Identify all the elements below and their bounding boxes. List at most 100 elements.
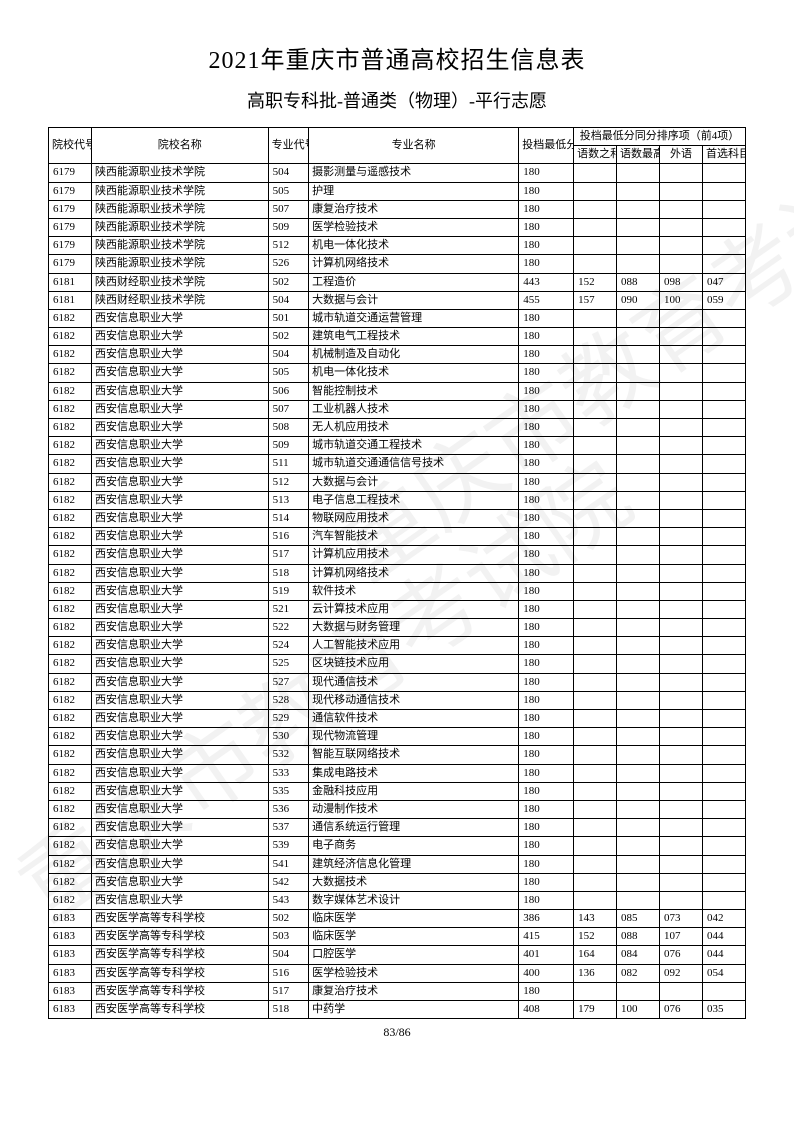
- cell-min-score: 180: [519, 582, 574, 600]
- cell-school-name: 陕西能源职业技术学院: [91, 237, 268, 255]
- cell-s1: [574, 509, 617, 527]
- cell-s1: [574, 164, 617, 182]
- cell-s4: [702, 800, 745, 818]
- cell-major-name: 动漫制作技术: [309, 800, 519, 818]
- cell-major-name: 临床医学: [309, 910, 519, 928]
- cell-school-code: 6179: [49, 182, 92, 200]
- cell-major-code: 525: [268, 655, 309, 673]
- table-body: 6179陕西能源职业技术学院504摄影测量与遥感技术1806179陕西能源职业技…: [49, 164, 746, 1019]
- cell-min-score: 180: [519, 455, 574, 473]
- cell-s3: [660, 346, 703, 364]
- cell-school-name: 西安信息职业大学: [91, 528, 268, 546]
- table-row: 6183西安医学高等专科学校518中药学408179100076035: [49, 1001, 746, 1019]
- cell-s2: [617, 600, 660, 618]
- cell-s3: [660, 891, 703, 909]
- cell-school-code: 6182: [49, 637, 92, 655]
- table-row: 6182西安信息职业大学506智能控制技术180: [49, 382, 746, 400]
- cell-major-code: 506: [268, 382, 309, 400]
- cell-s3: [660, 164, 703, 182]
- cell-s4: 044: [702, 946, 745, 964]
- cell-min-score: 386: [519, 910, 574, 928]
- th-sort-group: 投档最低分同分排序项（前4项）: [574, 128, 746, 146]
- cell-school-name: 西安信息职业大学: [91, 400, 268, 418]
- cell-school-name: 西安信息职业大学: [91, 364, 268, 382]
- cell-school-name: 西安信息职业大学: [91, 673, 268, 691]
- table-row: 6182西安信息职业大学518计算机网络技术180: [49, 564, 746, 582]
- cell-major-code: 519: [268, 582, 309, 600]
- cell-s4: [702, 764, 745, 782]
- cell-s3: [660, 528, 703, 546]
- cell-school-code: 6183: [49, 946, 92, 964]
- cell-s2: [617, 655, 660, 673]
- cell-s2: 082: [617, 964, 660, 982]
- cell-major-name: 汽车智能技术: [309, 528, 519, 546]
- cell-school-name: 西安信息职业大学: [91, 691, 268, 709]
- cell-school-code: 6179: [49, 218, 92, 236]
- cell-s4: [702, 218, 745, 236]
- cell-s1: [574, 437, 617, 455]
- cell-s1: [574, 419, 617, 437]
- cell-s1: [574, 491, 617, 509]
- cell-s2: [617, 309, 660, 327]
- cell-min-score: 180: [519, 182, 574, 200]
- cell-s4: [702, 200, 745, 218]
- cell-major-name: 城市轨道交通工程技术: [309, 437, 519, 455]
- cell-min-score: 180: [519, 855, 574, 873]
- cell-school-code: 6182: [49, 328, 92, 346]
- cell-major-name: 智能互联网络技术: [309, 746, 519, 764]
- cell-s4: [702, 600, 745, 618]
- cell-school-name: 西安信息职业大学: [91, 473, 268, 491]
- cell-s1: [574, 255, 617, 273]
- cell-major-code: 539: [268, 837, 309, 855]
- cell-major-name: 云计算技术应用: [309, 600, 519, 618]
- table-row: 6183西安医学高等专科学校517康复治疗技术180: [49, 982, 746, 1000]
- cell-major-code: 518: [268, 564, 309, 582]
- cell-s1: [574, 710, 617, 728]
- cell-s1: [574, 619, 617, 637]
- cell-school-code: 6182: [49, 782, 92, 800]
- cell-school-name: 西安信息职业大学: [91, 328, 268, 346]
- cell-min-score: 415: [519, 928, 574, 946]
- cell-major-name: 数字媒体艺术设计: [309, 891, 519, 909]
- cell-school-code: 6179: [49, 200, 92, 218]
- cell-s3: [660, 837, 703, 855]
- cell-s1: [574, 655, 617, 673]
- cell-school-code: 6182: [49, 619, 92, 637]
- cell-school-name: 西安信息职业大学: [91, 382, 268, 400]
- page-subtitle: 高职专科批-普通类（物理）-平行志愿: [48, 87, 746, 113]
- cell-major-code: 513: [268, 491, 309, 509]
- cell-school-name: 西安信息职业大学: [91, 782, 268, 800]
- cell-school-code: 6182: [49, 800, 92, 818]
- table-row: 6182西安信息职业大学501城市轨道交通运营管理180: [49, 309, 746, 327]
- cell-min-score: 180: [519, 218, 574, 236]
- table-row: 6182西安信息职业大学522大数据与财务管理180: [49, 619, 746, 637]
- cell-s3: [660, 637, 703, 655]
- cell-s3: [660, 655, 703, 673]
- cell-s2: [617, 237, 660, 255]
- cell-s1: [574, 328, 617, 346]
- cell-s2: [617, 328, 660, 346]
- cell-min-score: 180: [519, 728, 574, 746]
- cell-major-code: 533: [268, 764, 309, 782]
- cell-min-score: 180: [519, 164, 574, 182]
- cell-s2: [617, 218, 660, 236]
- cell-major-code: 511: [268, 455, 309, 473]
- cell-s2: [617, 364, 660, 382]
- page-footer: 83/86: [48, 1025, 746, 1040]
- table-header: 院校代号 院校名称 专业代号 专业名称 投档最低分 投档最低分同分排序项（前4项…: [49, 128, 746, 164]
- cell-school-name: 西安信息职业大学: [91, 455, 268, 473]
- table-row: 6182西安信息职业大学541建筑经济信息化管理180: [49, 855, 746, 873]
- table-row: 6182西安信息职业大学517计算机应用技术180: [49, 546, 746, 564]
- cell-s3: [660, 691, 703, 709]
- cell-s3: [660, 619, 703, 637]
- cell-school-name: 西安医学高等专科学校: [91, 1001, 268, 1019]
- cell-school-code: 6182: [49, 819, 92, 837]
- cell-s2: [617, 400, 660, 418]
- cell-s2: [617, 764, 660, 782]
- cell-school-name: 西安信息职业大学: [91, 837, 268, 855]
- cell-school-code: 6182: [49, 419, 92, 437]
- cell-s3: [660, 582, 703, 600]
- cell-min-score: 180: [519, 437, 574, 455]
- cell-s3: [660, 819, 703, 837]
- page-title: 2021年重庆市普通高校招生信息表: [48, 40, 746, 75]
